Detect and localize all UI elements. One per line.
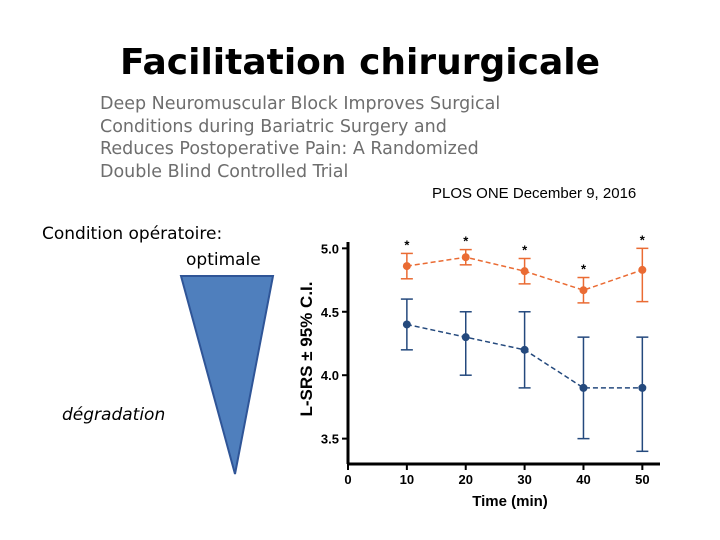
x-tick-label: 50 [635,472,649,487]
article-title-line: Conditions during Bariatric Surgery and [100,116,447,137]
y-tick-label: 4.0 [321,368,339,383]
data-point [638,383,647,392]
data-point [520,345,529,354]
optimal-label: optimale [186,250,261,270]
lsrs-chart: 3.5 4.0 4.5 5.0 0 10 20 30 40 50 * * * * * Time (min)… [297,232,660,510]
article-title-line: Reduces Postoperative Pain: A Randomized [100,139,479,159]
y-tick-label: 4.5 [321,305,339,320]
x-tick-label: 20 [459,472,473,487]
data-point [402,262,411,271]
x-tick-label: 30 [517,472,531,487]
significance-marker: * [581,262,587,277]
condition-label: Condition opératoire: [42,224,223,244]
data-point [461,253,470,262]
degradation-label: dégradation [62,405,166,425]
series-blue [400,298,649,453]
significance-marker: * [640,232,646,247]
x-tick-label: 10 [400,472,414,487]
data-point [520,267,529,276]
data-point [638,265,647,274]
down-triangle-icon [179,275,275,475]
data-point [402,320,411,329]
y-tick-label: 3.5 [321,432,339,447]
data-point [461,333,470,342]
x-axis-label: Time (min) [472,493,548,510]
article-title-line: Deep Neuromuscular Block Improves Surgic… [100,94,501,114]
y-tick-label: 5.0 [321,241,339,256]
data-point [579,383,588,392]
article-title: Deep Neuromuscular Block Improves Surgic… [100,93,540,183]
data-point [579,286,588,295]
article-title-line: Double Blind Controlled Trial [100,161,349,182]
journal-citation: PLOS ONE December 9, 2016 [432,185,637,202]
x-tick-label: 0 [344,472,351,487]
y-axis-label: L-SRS ± 95% C.I. [297,282,316,417]
significance-marker: * [522,242,528,257]
x-tick-label: 40 [576,472,590,487]
significance-marker: * [404,237,410,252]
gradient-triangle-graphic [179,275,275,475]
slide-title: Facilitation chirurgicale [119,42,601,83]
series-orange: * * * * * [400,232,649,304]
significance-marker: * [463,234,469,249]
